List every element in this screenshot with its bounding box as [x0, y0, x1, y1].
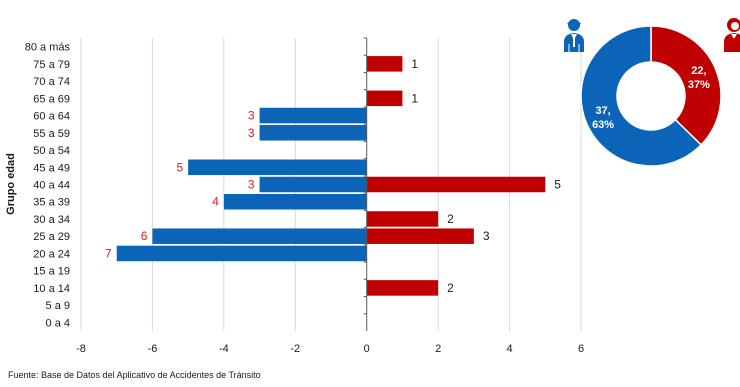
- y-tick-label: 25 a 29: [33, 231, 70, 243]
- data-label: 3: [248, 109, 255, 123]
- donut-slice-female: [650, 25, 722, 146]
- data-label: 3: [483, 229, 490, 243]
- y-tick-label: 15 a 19: [33, 266, 70, 278]
- x-tick-label: 0: [364, 343, 370, 355]
- data-label: 2: [447, 281, 454, 295]
- y-tick-label: 80 a más: [25, 42, 71, 54]
- data-label: 3: [248, 178, 255, 192]
- y-tick-label: 10 a 14: [33, 283, 70, 295]
- y-tick-label: 0 a 4: [46, 317, 70, 329]
- bar-female: [366, 176, 546, 193]
- y-axis-title: Grupo edad: [5, 153, 17, 215]
- bar-female: [366, 228, 474, 244]
- y-tick-label: 40 a 44: [33, 180, 70, 192]
- y-tick-label: 75 a 79: [33, 59, 70, 71]
- data-label: 5: [554, 178, 561, 192]
- x-tick-label: 6: [578, 343, 584, 355]
- bar-male: [223, 193, 367, 210]
- data-label: 3: [248, 126, 255, 140]
- source-note: Fuente: Base de Datos del Aplicativo de …: [8, 370, 261, 380]
- y-tick-label: 60 a 64: [33, 111, 70, 123]
- x-tick-label: -6: [148, 343, 158, 355]
- bar-male: [116, 245, 367, 262]
- bar-male: [152, 228, 367, 244]
- bar-female: [366, 211, 439, 227]
- donut-label: 63%: [592, 119, 614, 131]
- data-label: 6: [141, 229, 148, 243]
- x-tick-label: -2: [290, 343, 300, 355]
- y-tick-label: 70 a 74: [33, 76, 70, 88]
- x-tick-label: -4: [219, 343, 229, 355]
- bar-male: [259, 125, 367, 141]
- data-label: 5: [176, 160, 183, 174]
- axes: -8 -6 -4 -2 0 2 4 6 80 a más 75 a 79 70 a 74 65 a 6…: [25, 37, 584, 355]
- y-tick-label: 20 a 24: [33, 248, 70, 260]
- donut-label: 22,: [691, 65, 706, 77]
- donut-slice-male: [580, 25, 703, 167]
- bar-series: 3 3 5 3 4 6 7 1 1 5 2 3 2: [105, 56, 561, 296]
- y-tick-label: 55 a 59: [33, 128, 70, 140]
- bar-male: [259, 176, 367, 193]
- bar-female: [366, 56, 403, 72]
- male-person-icon: [564, 19, 584, 52]
- data-label: 2: [447, 212, 454, 226]
- donut-label: 37%: [688, 79, 710, 91]
- data-label: 7: [105, 246, 112, 260]
- y-tick-label: 35 a 39: [33, 197, 70, 209]
- y-tick-label: 65 a 69: [33, 93, 70, 105]
- y-tick-label: 50 a 54: [33, 145, 70, 157]
- donut-label: 37,: [595, 105, 610, 117]
- x-tick-label: 2: [435, 343, 441, 355]
- donut-chart: 22, 37% 37, 63%: [580, 25, 722, 167]
- data-label: 4: [212, 195, 219, 209]
- y-tick-label: 45 a 49: [33, 162, 70, 174]
- bar-male: [188, 159, 367, 176]
- x-tick-label: 4: [507, 343, 513, 355]
- bar-male: [259, 107, 367, 124]
- data-label: 1: [411, 57, 418, 71]
- bar-female: [366, 280, 439, 296]
- x-tick-label: -8: [76, 343, 86, 355]
- bar-female: [366, 90, 403, 107]
- y-tick-label: 30 a 34: [33, 214, 70, 226]
- female-person-icon: [724, 18, 740, 52]
- y-tick-label: 5 a 9: [46, 300, 70, 312]
- data-label: 1: [411, 91, 418, 105]
